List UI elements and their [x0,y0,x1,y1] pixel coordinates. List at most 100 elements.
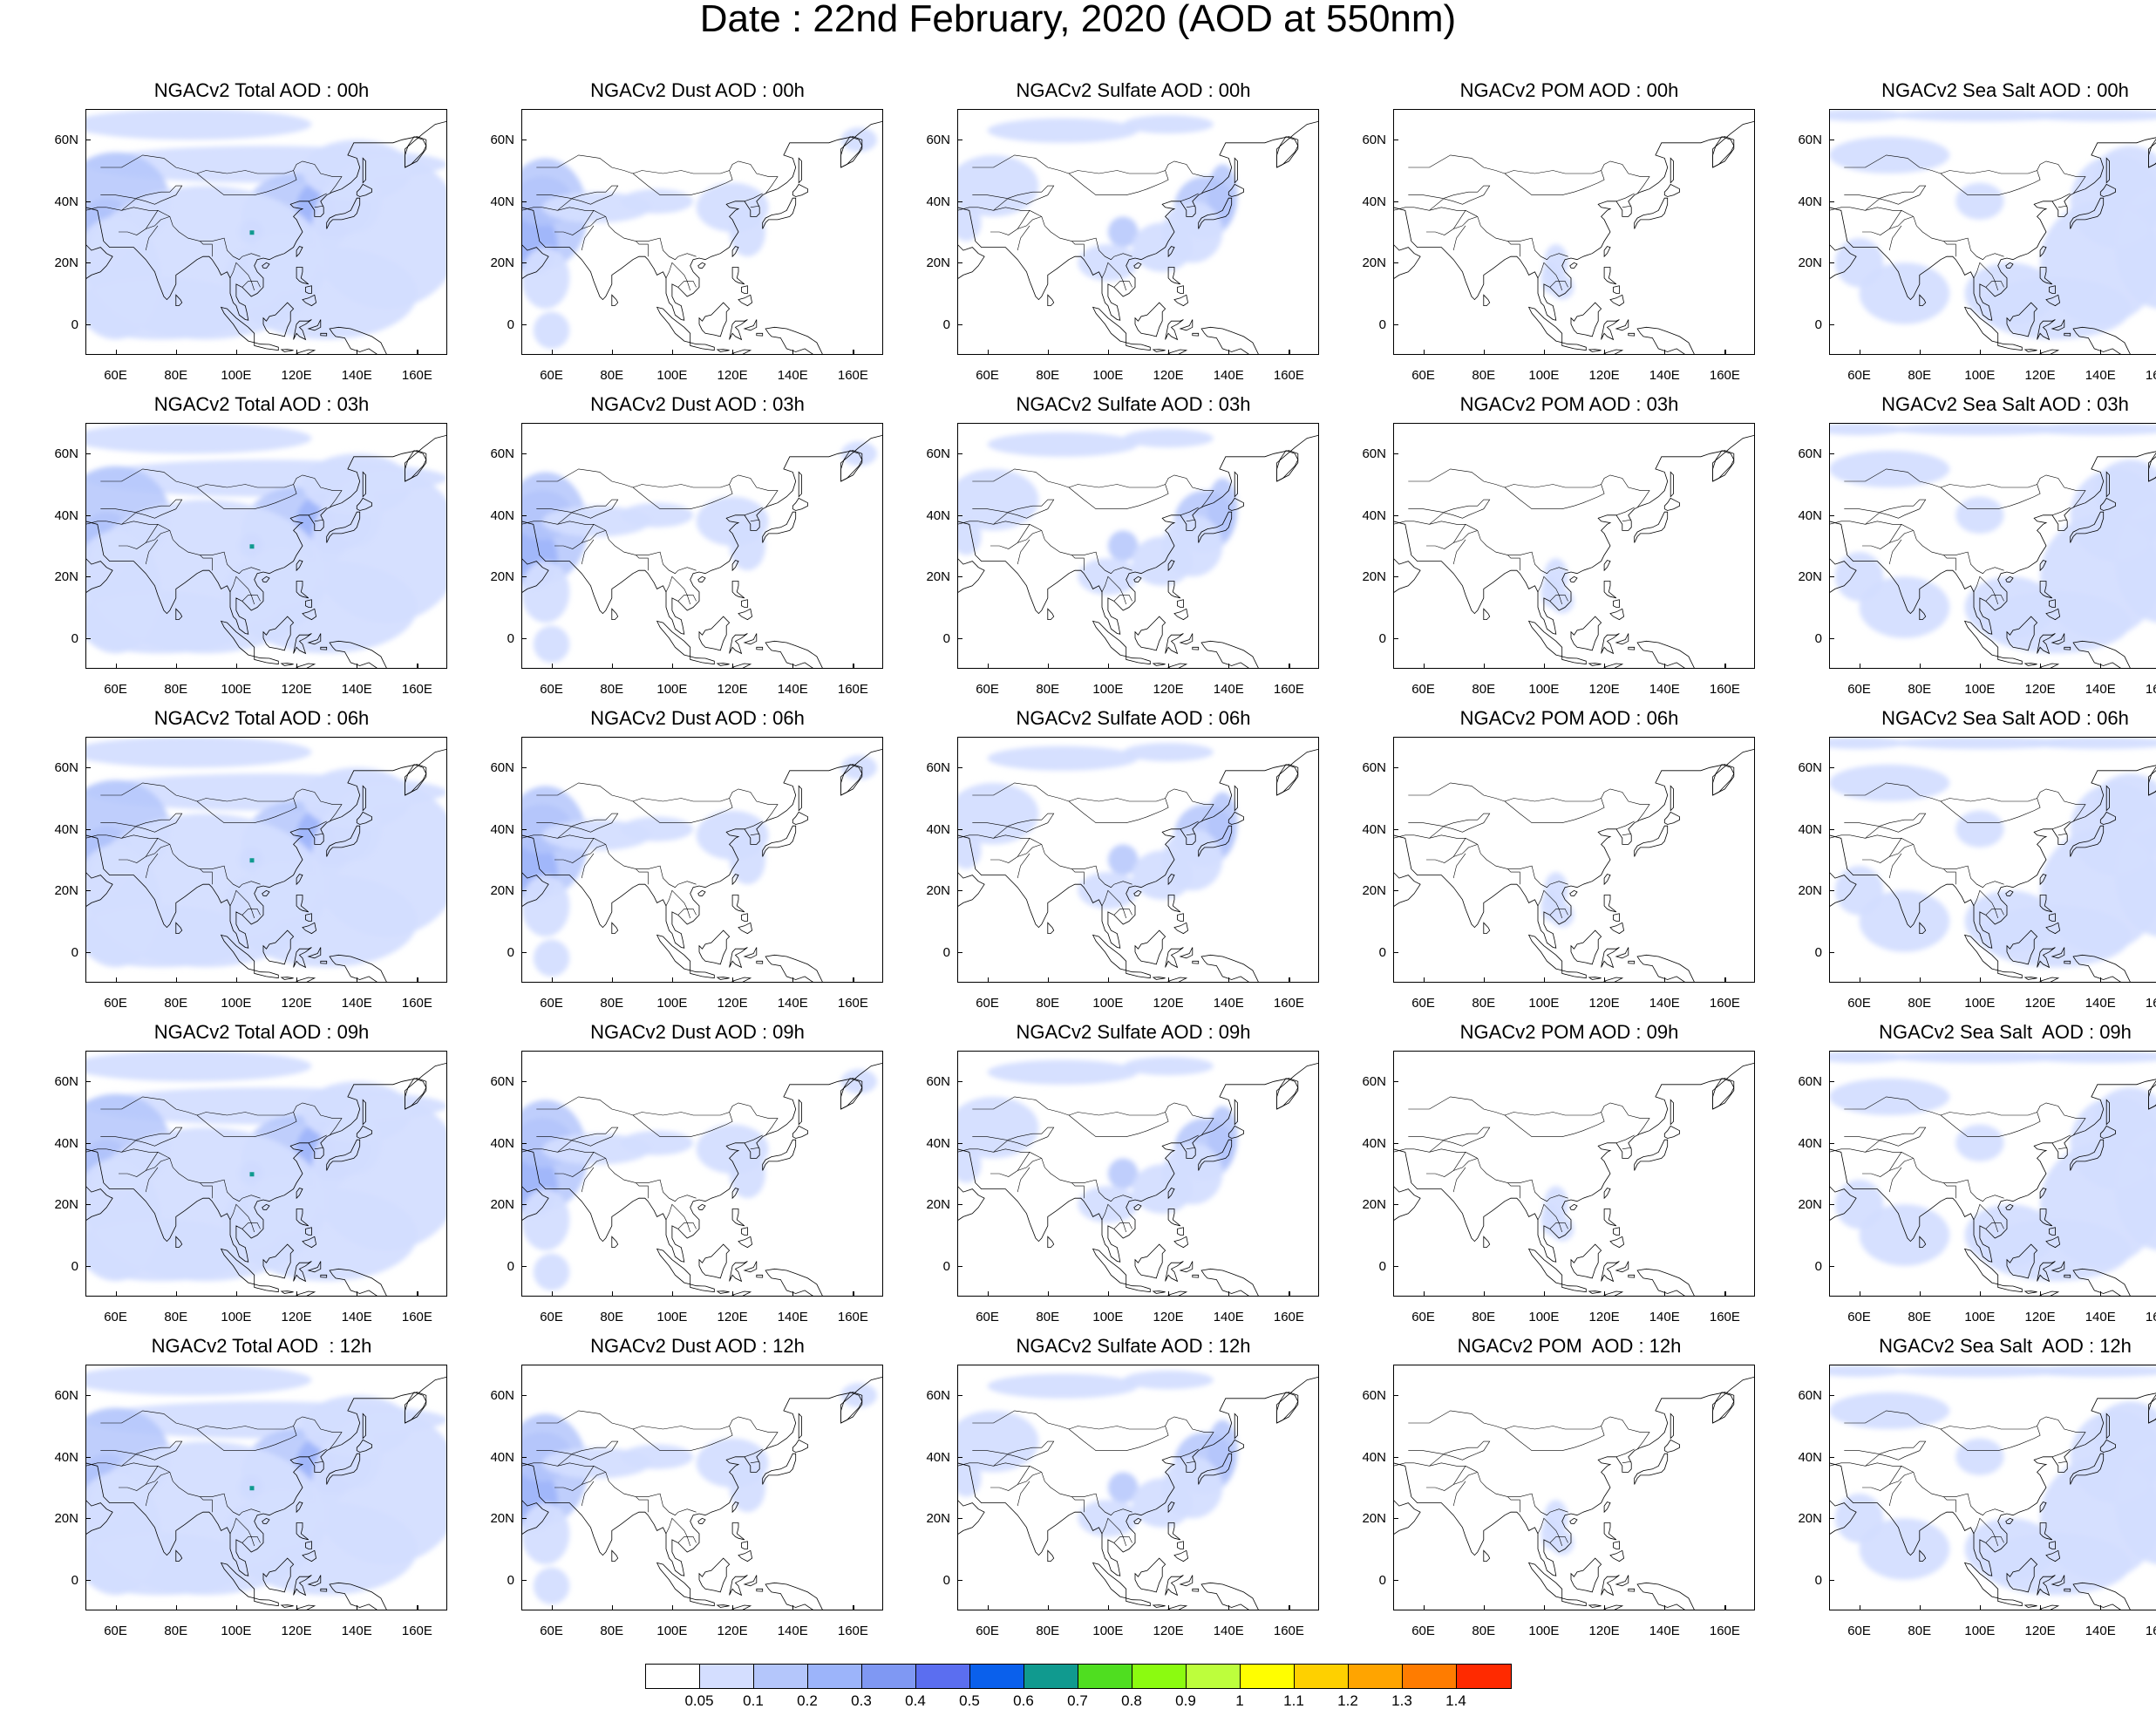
lat-tick-label: 20N [54,1197,78,1213]
coastline [798,785,802,812]
coastline [743,319,758,331]
coastline [329,1582,388,1610]
country-border [1504,1102,1650,1136]
lat-tick [85,1456,91,1458]
lat-tick [1829,1142,1834,1144]
lon-tick-label: 100E [1528,368,1560,383]
country-border [1071,868,1085,885]
map-area [1829,1365,2156,1610]
coastline [1997,970,2023,979]
country-border [1180,1448,1199,1458]
lon-tick-label: 140E [1649,368,1680,383]
map-panel: NGACv2 Dust AOD : 00h 60N 40N 20N 0 60E 80E 100… [479,80,915,394]
coastline [296,267,309,285]
coastline [1167,874,1175,886]
aod-region [729,521,766,571]
coastline [1393,1365,1755,1576]
aod-map [521,737,883,983]
aod-region [2094,146,2156,208]
colorbar-swatch [1187,1665,1241,1688]
coastline [1570,1557,1602,1593]
country-border [1453,1472,1478,1485]
aod-region [533,625,570,663]
coastline [1601,1261,1620,1283]
lon-tick-label: 160E [2145,996,2156,1011]
aod-region [1549,1216,1574,1242]
coastline [716,349,730,352]
coastline [798,471,802,498]
coastline [1603,663,1624,669]
lon-tick [1919,1291,1921,1297]
lon-tick [417,1605,418,1610]
lat-tick-label: 0 [1378,1572,1386,1588]
lon-tick [175,1291,177,1297]
map-panel: NGACv2 Dust AOD : 06h 60N 40N 20N 0 60E 80E 100… [479,708,915,1022]
coastline [2039,246,2047,258]
lat-tick-label: 20N [1798,1197,1822,1213]
lat-tick [521,637,527,639]
lat-tick [1393,1081,1398,1083]
coastline [2006,302,2038,337]
coastline [1588,977,1602,980]
lon-tick-label: 160E [2145,682,2156,697]
lon-tick-label: 140E [1213,1624,1244,1638]
country-border [554,210,595,235]
country-border [1940,788,2086,822]
coastline [1134,1557,1166,1593]
lon-tick [1724,350,1726,355]
lon-tick-label: 140E [1213,996,1244,1011]
aod-map [85,1365,447,1610]
country-border [632,1426,733,1451]
coastline [2023,1290,2037,1294]
lon-tick [1228,977,1230,983]
coastline [329,326,388,355]
country-border [100,1440,183,1467]
lon-tick [1919,664,1921,669]
coastline [1634,511,1669,543]
coastline [611,294,619,306]
lon-tick-label: 160E [401,1624,432,1638]
lon-tick [1979,1291,1982,1297]
lon-tick-label: 120E [2024,1624,2056,1638]
country-border [200,241,213,257]
coastline [1670,1413,1674,1440]
country-border [2051,1448,2071,1458]
coastline [1613,1541,1620,1549]
lon-tick-label: 120E [717,1624,748,1638]
colorbar-label: 0.6 [1013,1692,1034,1709]
lon-tick [732,1291,734,1297]
coastline [1613,285,1620,294]
lon-tick-label: 60E [540,1624,563,1638]
coastline [738,922,753,935]
coastline [1167,663,1188,669]
coastline [1601,1575,1620,1597]
coastline [1133,575,1142,583]
coastline [1603,560,1611,572]
coastline [2039,1604,2060,1610]
panel-title: NGACv2 Dust AOD : 12h [590,1335,805,1357]
country-border [1068,1102,1214,1136]
coastline [1609,922,1625,935]
lat-tick-label: 60N [54,1388,78,1404]
lon-tick-label: 100E [1092,1624,1124,1638]
coastline [2005,1203,2014,1211]
country-border [542,521,697,575]
lat-tick-label: 20N [490,255,514,271]
aod-region [85,216,161,340]
lon-tick-label: 160E [1273,368,1304,383]
lat-tick [957,1081,962,1083]
country-border [85,1148,107,1153]
lat-tick-label: 20N [54,883,78,899]
country-border [1186,205,1196,208]
coastline [1663,183,1680,197]
coastline [326,511,361,543]
lon-tick-label: 60E [104,368,127,383]
lat-tick [1393,262,1398,264]
lon-tick [611,977,613,983]
lat-tick-label: 40N [1798,821,1822,837]
panel-title: NGACv2 Total AOD : 00h [153,79,370,101]
lon-tick [792,1291,794,1297]
lon-tick [1919,350,1921,355]
lat-tick-label: 60N [490,760,514,776]
coastline [175,1549,183,1562]
